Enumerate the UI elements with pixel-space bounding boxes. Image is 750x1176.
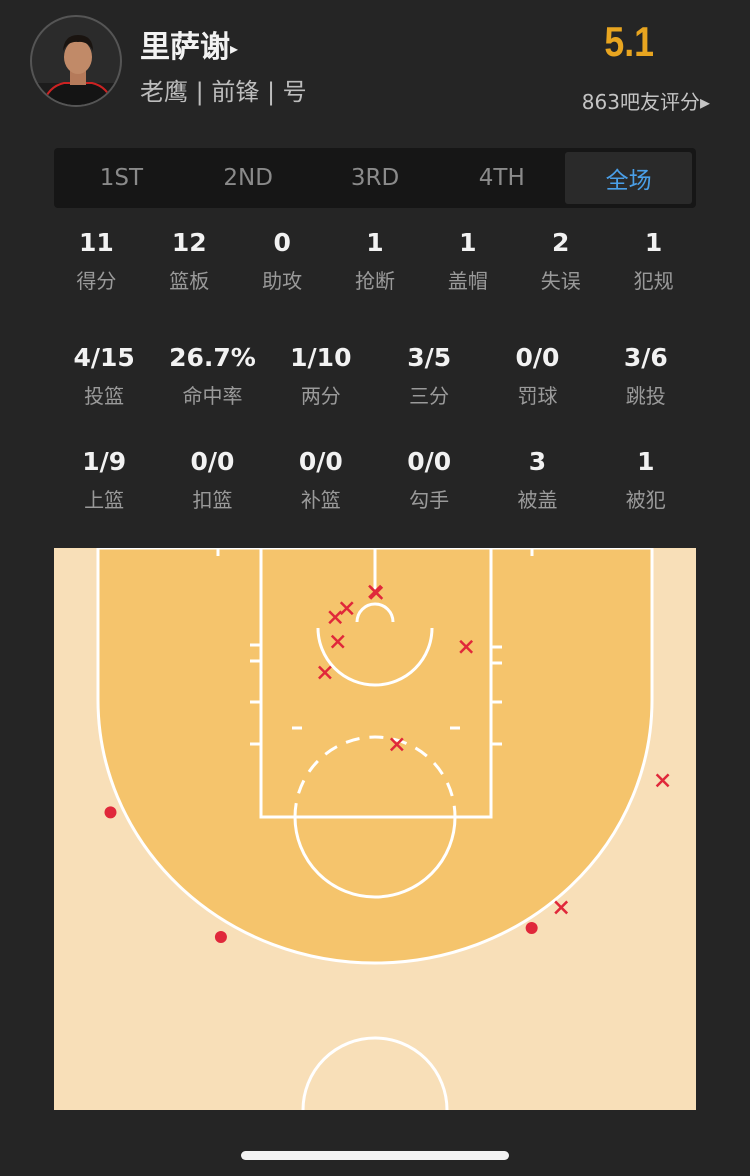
shot-missed-marker bbox=[389, 737, 404, 752]
tab-4th[interactable]: 4TH bbox=[478, 165, 525, 191]
stat-item: 3/6 跳投 bbox=[592, 343, 700, 409]
stat-label: 投篮 bbox=[84, 384, 125, 408]
stat-value: 1 bbox=[644, 228, 663, 257]
stat-item: 2 失误 bbox=[514, 228, 607, 294]
stat-item: 4/15 投篮 bbox=[50, 343, 158, 409]
stat-value: 12 bbox=[171, 228, 207, 257]
tab-2nd[interactable]: 2ND bbox=[223, 165, 273, 191]
stat-item: 1/9 上篮 bbox=[50, 447, 158, 513]
stat-item: 1 犯规 bbox=[607, 228, 700, 294]
stat-label: 跳投 bbox=[625, 384, 666, 408]
arrow-right-icon: ▸ bbox=[230, 39, 239, 58]
stat-label: 三分 bbox=[409, 384, 450, 408]
tab-1st[interactable]: 1ST bbox=[99, 165, 144, 191]
stat-item: 0/0 罚球 bbox=[483, 343, 591, 409]
stat-value: 1 bbox=[637, 447, 655, 476]
stat-item: 0/0 勾手 bbox=[375, 447, 483, 513]
stat-value: 26.7% bbox=[169, 343, 256, 372]
shot-missed-marker bbox=[328, 610, 343, 625]
stat-value: 1/9 bbox=[82, 447, 127, 476]
stat-item: 1/10 两分 bbox=[267, 343, 375, 409]
shot-missed-marker bbox=[339, 601, 354, 616]
shot-made-marker bbox=[525, 921, 538, 934]
stats-row-shooting: 4/15 投篮 26.7% 命中率 1/10 两分 3/5 三分 0/0 罚球 3/6 跳投 bbox=[50, 343, 700, 409]
tab-3rd[interactable]: 3RD bbox=[350, 165, 400, 191]
stat-value: 0/0 bbox=[515, 343, 560, 372]
stat-label: 命中率 bbox=[182, 384, 243, 408]
stat-label: 勾手 bbox=[409, 488, 450, 512]
stats-row-basic: 11 得分 12 篮板 0 助攻 1 抢断 1 盖帽 2 失误 1 犯规 bbox=[50, 228, 700, 294]
stat-item: 3 被盖 bbox=[483, 447, 591, 513]
stat-value: 3 bbox=[528, 447, 547, 476]
rating-votes-link[interactable]: 863吧友评分▸ bbox=[581, 90, 710, 114]
stat-item: 26.7% 命中率 bbox=[158, 343, 266, 409]
shot-missed-marker bbox=[330, 634, 345, 649]
stat-label: 盖帽 bbox=[447, 269, 488, 293]
stat-label: 得分 bbox=[76, 269, 117, 293]
stat-item: 0/0 补篮 bbox=[267, 447, 375, 513]
stat-label: 抢断 bbox=[355, 269, 395, 293]
stats-row-shot-types: 1/9 上篮 0/0 扣篮 0/0 补篮 0/0 勾手 3 被盖 1 被犯 bbox=[50, 447, 700, 513]
stat-item: 0 助攻 bbox=[236, 228, 329, 294]
stat-value: 1 bbox=[459, 228, 477, 257]
stat-label: 篮板 bbox=[169, 269, 210, 293]
shot-missed-marker bbox=[318, 665, 332, 680]
shot-missed-marker bbox=[459, 639, 474, 654]
stat-item: 1 被犯 bbox=[592, 447, 700, 513]
stat-value: 2 bbox=[552, 228, 570, 257]
player-name[interactable]: 里萨谢▸ bbox=[140, 30, 239, 65]
stat-item: 11 得分 bbox=[50, 228, 143, 294]
stat-label: 罚球 bbox=[517, 384, 558, 408]
stat-value: 1/10 bbox=[290, 343, 352, 372]
player-info: 老鹰 | 前锋 | 号 bbox=[140, 78, 307, 106]
stat-label: 犯规 bbox=[633, 269, 674, 293]
period-tabs: 1ST 2ND 3RD 4TH 全场 bbox=[54, 148, 696, 208]
stat-value: 0/0 bbox=[407, 447, 452, 476]
stat-label: 助攻 bbox=[262, 269, 303, 293]
stat-item: 0/0 扣篮 bbox=[158, 447, 266, 513]
stat-value: 0/0 bbox=[298, 447, 343, 476]
tab-full-game[interactable]: 全场 bbox=[565, 152, 692, 204]
stat-item: 12 篮板 bbox=[143, 228, 236, 294]
shot-missed-marker bbox=[554, 900, 569, 915]
stat-value: 1 bbox=[366, 228, 384, 257]
stat-label: 被犯 bbox=[625, 488, 666, 512]
player-rating: 5.1 bbox=[603, 18, 654, 65]
player-avatar[interactable] bbox=[30, 15, 122, 107]
stat-item: 1 抢断 bbox=[329, 228, 422, 294]
stat-label: 上篮 bbox=[84, 488, 125, 512]
shot-chart-court bbox=[54, 548, 696, 1110]
stat-value: 11 bbox=[79, 228, 114, 257]
shot-made-marker bbox=[104, 806, 117, 819]
stat-label: 失误 bbox=[540, 269, 581, 293]
stat-item: 3/5 三分 bbox=[375, 343, 483, 409]
home-indicator[interactable] bbox=[241, 1151, 509, 1160]
arrow-right-icon: ▸ bbox=[699, 90, 710, 114]
stat-label: 补篮 bbox=[300, 488, 341, 512]
stat-value: 0/0 bbox=[190, 447, 235, 476]
shot-missed-marker bbox=[369, 585, 384, 600]
stat-label: 扣篮 bbox=[192, 488, 233, 512]
shot-made-marker bbox=[214, 930, 227, 943]
stat-value: 4/15 bbox=[73, 343, 135, 372]
stat-item: 1 盖帽 bbox=[421, 228, 514, 294]
shot-missed-marker bbox=[655, 773, 670, 788]
stat-value: 3/5 bbox=[407, 343, 452, 372]
stat-label: 被盖 bbox=[517, 488, 558, 512]
stat-value: 0 bbox=[273, 228, 291, 257]
stat-value: 3/6 bbox=[623, 343, 668, 372]
stat-label: 两分 bbox=[300, 384, 341, 408]
